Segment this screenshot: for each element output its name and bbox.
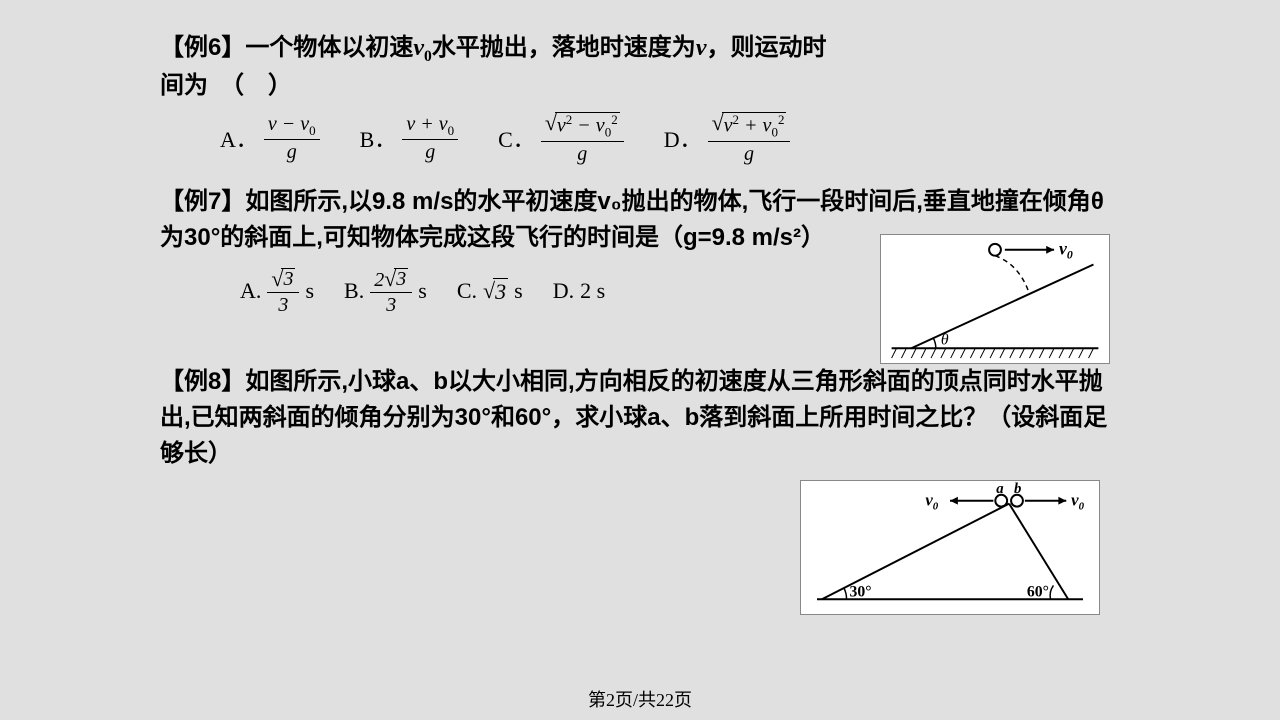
- ex7-title: 【例7】: [160, 188, 245, 215]
- ex6-opt-b: B． v + v0g: [360, 114, 458, 162]
- ex6-opt-c: C． v2 − v02g: [498, 112, 624, 164]
- ex8-title: 【例8】: [160, 368, 245, 395]
- ex6-opt-a: A． v − v0g: [220, 114, 320, 162]
- example8-figure: 30° 60° a b v0 v0: [800, 480, 1100, 615]
- example8-text: 【例8】如图所示,小球a、b以大小相同,方向相反的初速度从三角形斜面的顶点同时水…: [160, 364, 1120, 472]
- ball-b-label: b: [1014, 481, 1021, 497]
- ex7-opt-c: C. 3 s: [457, 278, 523, 305]
- ex6-opt-d: D． v2 + v02g: [664, 112, 791, 164]
- theta-label: θ: [941, 331, 949, 348]
- ex7-opt-d: D. 2 s: [553, 278, 605, 304]
- angle-60: 60°: [1027, 583, 1049, 600]
- ex7-opt-a: A. 33 s: [240, 268, 314, 315]
- example6-options: A． v − v0g B． v + v0g C． v2 − v02g D． v2…: [160, 112, 1120, 164]
- page-footer: 第2页/共22页: [0, 686, 1280, 712]
- angle-30: 30°: [850, 583, 872, 600]
- ex7-opt-b: B. 233 s: [344, 268, 427, 315]
- example7-options: A. 33 s B. 233 s C. 3 s D. 2 s: [160, 268, 880, 315]
- example6-text: 【例6】一个物体以初速v0水平抛出，落地时速度为v，则运动时 间为 （ ）: [160, 30, 1120, 104]
- ex6-title: 【例6】: [160, 34, 245, 61]
- ball-a-label: a: [996, 481, 1004, 497]
- example7-figure: θ v0: [880, 234, 1110, 364]
